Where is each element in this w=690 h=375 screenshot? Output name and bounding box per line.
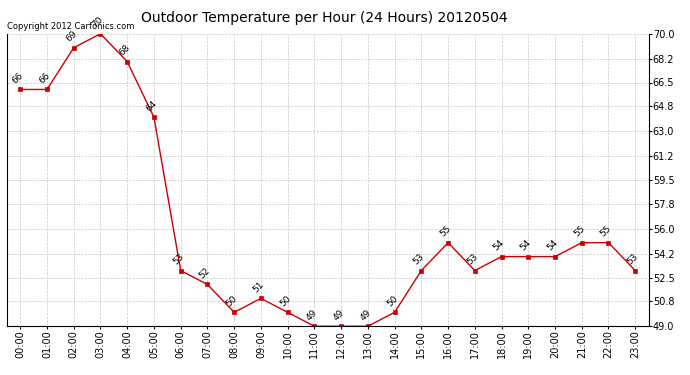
Text: 66: 66 [10,71,25,85]
Text: 53: 53 [171,252,186,266]
Text: 55: 55 [438,224,453,238]
Text: 50: 50 [385,294,400,308]
Text: Copyright 2012 Carfonics.com: Copyright 2012 Carfonics.com [7,22,135,31]
Text: 69: 69 [64,29,79,44]
Text: 49: 49 [305,308,319,322]
Text: 54: 54 [519,238,533,252]
Text: 50: 50 [278,294,293,308]
Text: 55: 55 [599,224,613,238]
Text: 53: 53 [465,252,480,266]
Text: 50: 50 [224,294,239,308]
Text: 53: 53 [412,252,426,266]
Text: 52: 52 [198,266,212,280]
Text: Outdoor Temperature per Hour (24 Hours) 20120504: Outdoor Temperature per Hour (24 Hours) … [141,11,508,25]
Text: 66: 66 [37,71,52,85]
Text: 49: 49 [358,308,373,322]
Text: 55: 55 [572,224,586,238]
Text: 53: 53 [626,252,640,266]
Text: 54: 54 [492,238,506,252]
Text: 51: 51 [251,280,266,294]
Text: 68: 68 [117,43,132,57]
Text: 70: 70 [91,15,106,30]
Text: 64: 64 [144,99,159,113]
Text: 49: 49 [331,308,346,322]
Text: 54: 54 [545,238,560,252]
